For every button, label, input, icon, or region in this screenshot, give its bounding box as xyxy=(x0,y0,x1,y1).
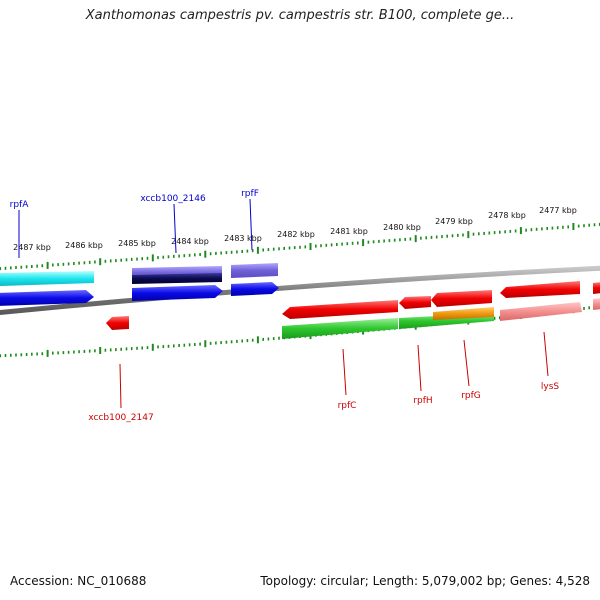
map-title: Xanthomonas campestris pv. campestris st… xyxy=(85,8,515,23)
gene-label-rpfF[interactable]: rpfF xyxy=(241,189,259,199)
gene-labels: rpfA xccb100_2146 rpfF xccb100_2147 rpfC… xyxy=(10,189,560,423)
rpfH-callout xyxy=(417,344,422,392)
rpfA-gene[interactable] xyxy=(0,271,94,286)
rpfB-gene-arrow[interactable] xyxy=(0,290,94,306)
kbp-scale: 2487 kbp 2486 kbp 2485 kbp 2484 kbp 2483… xyxy=(13,206,577,252)
rpfF-arrow[interactable] xyxy=(231,282,279,296)
kbp-label: 2480 kbp xyxy=(383,223,421,232)
forward-strand-features xyxy=(0,263,279,306)
gene-label-rpfG[interactable]: rpfG xyxy=(461,391,481,401)
gene-label-rpfH[interactable]: rpfH xyxy=(413,396,432,406)
label-callouts xyxy=(18,198,549,409)
gene-label-lysS[interactable]: lysS xyxy=(541,382,560,392)
xccb100-2147-gene[interactable] xyxy=(106,316,129,330)
kbp-label: 2486 kbp xyxy=(65,241,103,250)
lysS-callout xyxy=(543,331,549,377)
kbp-label: 2487 kbp xyxy=(13,243,51,252)
rpfH-gene[interactable] xyxy=(399,296,431,309)
lysS-pink-block[interactable] xyxy=(500,302,582,321)
accession-text: Accession: NC_010688 xyxy=(10,574,147,588)
xccb100-2147-callout xyxy=(119,363,122,409)
kbp-label: 2485 kbp xyxy=(118,239,156,248)
kbp-label: 2483 kbp xyxy=(224,234,262,243)
gene-label-rpfA[interactable]: rpfA xyxy=(10,200,30,210)
rpfG-orange-block[interactable] xyxy=(433,307,494,320)
gene-label-rpfC[interactable]: rpfC xyxy=(338,401,357,411)
edge-gene-pink[interactable] xyxy=(593,298,600,310)
gene-label-xccb100-2146[interactable]: xccb100_2146 xyxy=(140,194,206,204)
reverse-strand-features xyxy=(106,281,600,339)
kbp-label: 2477 kbp xyxy=(539,206,577,215)
rpfF-gene[interactable] xyxy=(231,263,278,278)
genome-backbone xyxy=(0,265,600,316)
rpfC-green-block[interactable] xyxy=(282,318,398,339)
kbp-label: 2479 kbp xyxy=(435,217,473,226)
xccb100-2146-arrow[interactable] xyxy=(132,285,223,301)
lysS-gene[interactable] xyxy=(500,281,580,298)
rpfF-callout xyxy=(249,198,253,251)
xccb100-2146-callout xyxy=(173,203,177,254)
gene-label-xccb100-2147[interactable]: xccb100_2147 xyxy=(88,413,153,423)
rpfG-callout xyxy=(463,339,470,387)
kbp-label: 2478 kbp xyxy=(488,211,526,220)
kbp-label: 2482 kbp xyxy=(277,230,315,239)
kbp-label: 2481 kbp xyxy=(330,227,368,236)
topology-text: Topology: circular; Length: 5,079,002 bp… xyxy=(260,574,590,588)
rpfG-gene[interactable] xyxy=(431,290,492,307)
kbp-label: 2484 kbp xyxy=(171,237,209,246)
edge-gene-red[interactable] xyxy=(593,282,600,294)
xccb100-2146-gene-dark[interactable] xyxy=(132,273,222,284)
rpfC-gene[interactable] xyxy=(282,300,398,319)
upper-tick-track xyxy=(0,222,600,271)
rpfC-callout xyxy=(342,348,347,396)
